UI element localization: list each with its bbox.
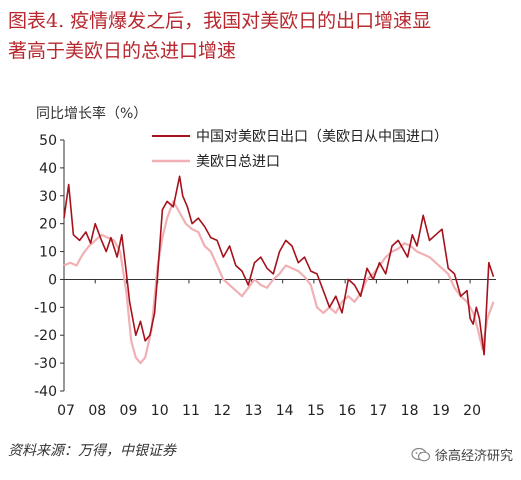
y-tick-label: 10: [39, 245, 57, 261]
y-tick-label: -40: [34, 384, 57, 400]
figure-title-line-2: 著高于美欧日的总进口增速: [8, 40, 237, 62]
y-tick-label: 50: [39, 133, 57, 149]
x-tick-label: 16: [338, 403, 356, 419]
x-tick-label: 13: [245, 403, 263, 419]
y-tick-label: 30: [39, 189, 57, 205]
x-tick-label: 10: [151, 403, 169, 419]
x-tick-label: 07: [57, 403, 75, 419]
y-tick-label: -30: [34, 356, 57, 372]
y-tick-label: 0: [48, 272, 57, 288]
figure-title: 图表4. 疫情爆发之后，我国对美欧日的出口增速显 著高于美欧日的总进口增速: [8, 6, 513, 66]
y-axis-label: 同比增长率（%）: [36, 105, 147, 122]
y-tick-label: -10: [34, 300, 57, 316]
x-tick-label: 12: [213, 403, 231, 419]
source-note: 资料来源：万得，中银证券: [8, 443, 176, 459]
x-tick-label: 14: [276, 403, 294, 419]
x-tick-label: 09: [120, 403, 138, 419]
series-line-2: [63, 200, 495, 365]
legend-label-1: 中国对美欧日出口（美欧日从中国进口）: [196, 129, 448, 145]
x-tick-label: 08: [88, 403, 106, 419]
figure-title-line-1: 图表4. 疫情爆发之后，我国对美欧日的出口增速显: [8, 10, 432, 32]
x-tick-label: 18: [401, 403, 419, 419]
x-tick-label: 15: [307, 403, 325, 419]
y-tick-label: 20: [39, 217, 57, 233]
watermark-text: 徐高经济研究: [434, 449, 513, 464]
y-tick-label: 40: [39, 161, 57, 177]
y-tick-label: -20: [34, 328, 57, 344]
watermark: 徐高经济研究: [411, 445, 513, 464]
x-tick-label: 19: [432, 403, 450, 419]
series-line-1: [63, 175, 495, 356]
wechat-icon: [411, 447, 431, 461]
x-tick-label: 11: [182, 403, 200, 419]
legend-label-2: 美欧日总进口: [196, 154, 280, 170]
x-tick-label: 17: [369, 403, 387, 419]
x-tick-label: 20: [463, 403, 481, 419]
